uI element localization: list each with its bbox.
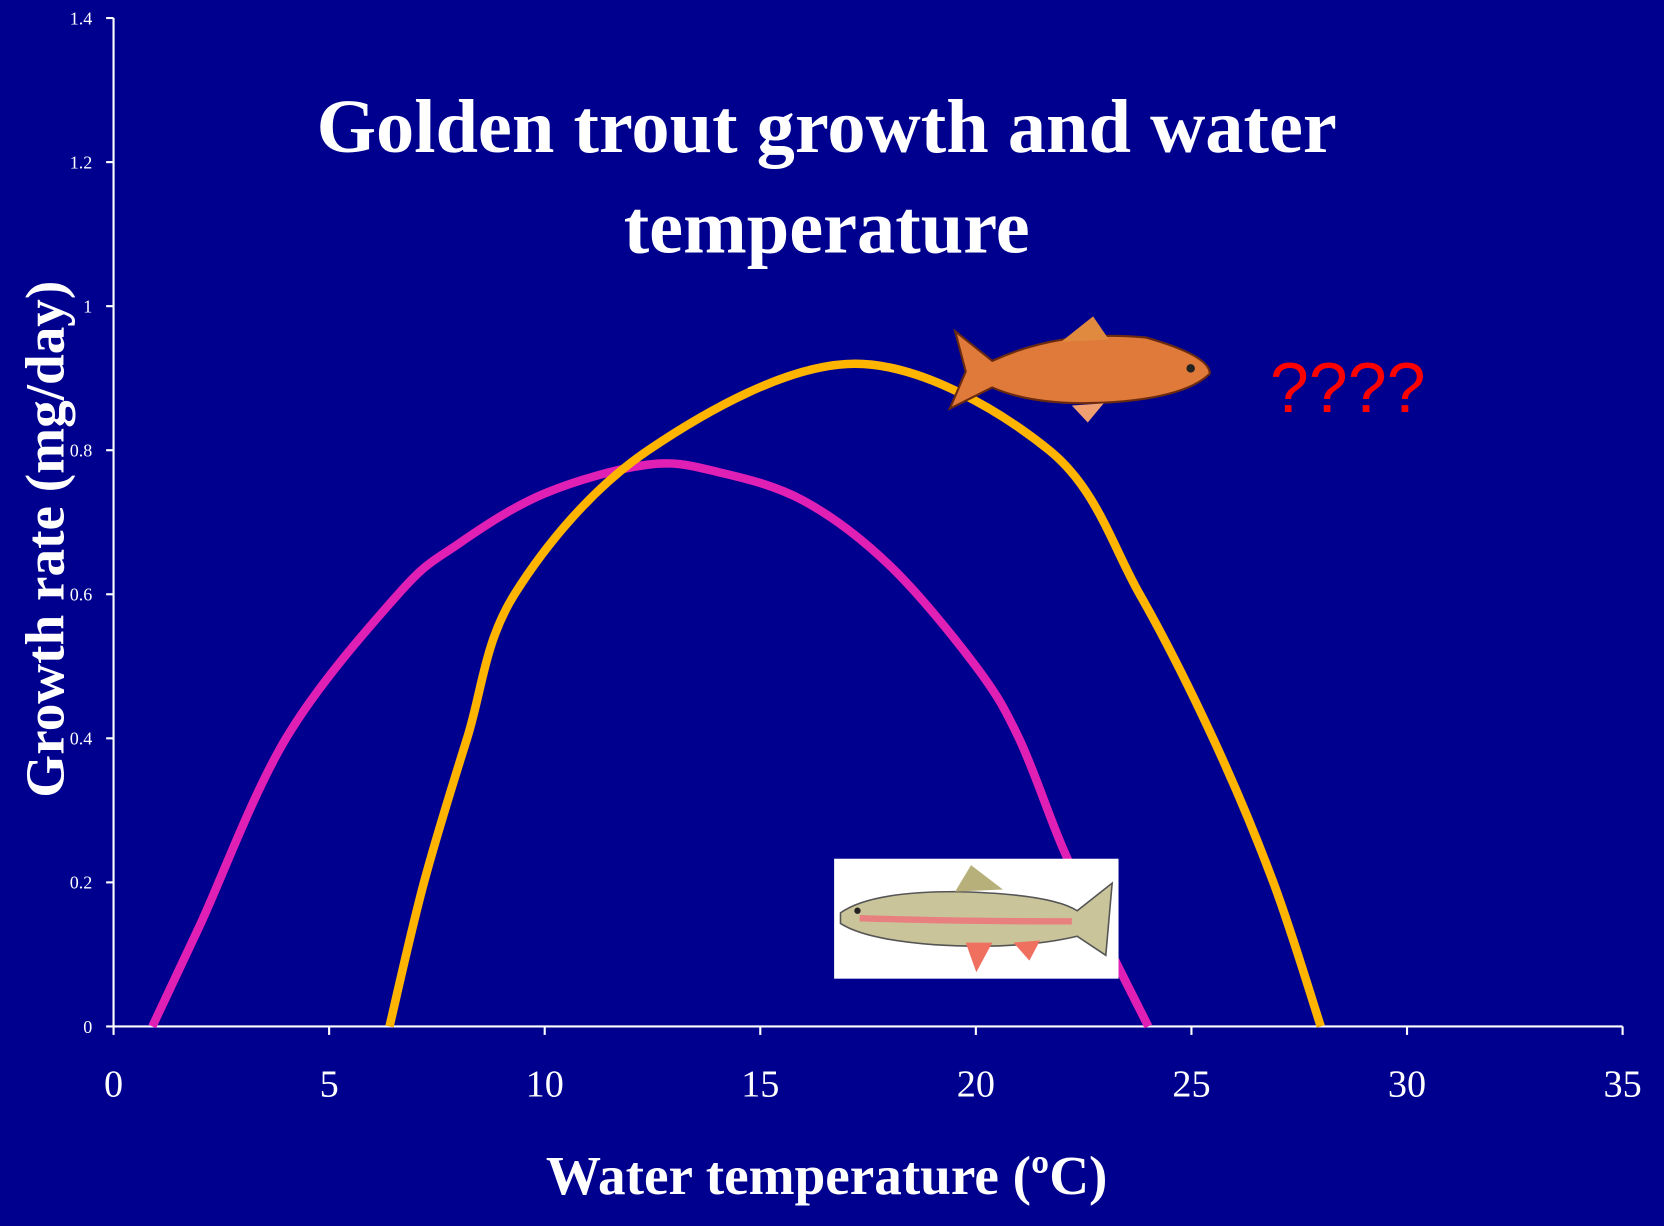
growth-curve xyxy=(385,359,1325,1028)
x-tick-label: 15 xyxy=(741,1063,779,1105)
annotation: ???? xyxy=(1270,349,1426,427)
golden-trout-icon xyxy=(947,316,1211,423)
y-tick-label: 0.8 xyxy=(70,441,93,461)
x-tick-label: 25 xyxy=(1172,1063,1210,1105)
y-tick-label: 1.4 xyxy=(70,8,93,28)
x-tick-label: 5 xyxy=(320,1063,339,1105)
x-tick-label: 20 xyxy=(957,1063,995,1105)
x-axis-label: Water temperature (ºC) xyxy=(546,1145,1107,1206)
growth-curve xyxy=(148,459,1153,1029)
rainbow-trout-icon xyxy=(834,858,1119,979)
y-tick-label: 0 xyxy=(83,1017,92,1037)
y-tick-label: 1.2 xyxy=(70,152,93,172)
chart-title: Golden trout growth and water temperatur… xyxy=(316,83,1337,270)
x-tick-label: 0 xyxy=(104,1063,123,1105)
x-tick-label: 10 xyxy=(526,1063,564,1105)
y-axis-label: Growth rate (mg/day) xyxy=(15,281,76,798)
y-tick-label: 0.4 xyxy=(70,729,93,749)
y-tick-label: 0.2 xyxy=(70,873,93,893)
y-tick-label: 0.6 xyxy=(70,585,93,605)
y-tick-label: 1 xyxy=(83,297,92,317)
x-tick-label: 35 xyxy=(1604,1063,1642,1105)
x-tick-label: 30 xyxy=(1388,1063,1426,1105)
